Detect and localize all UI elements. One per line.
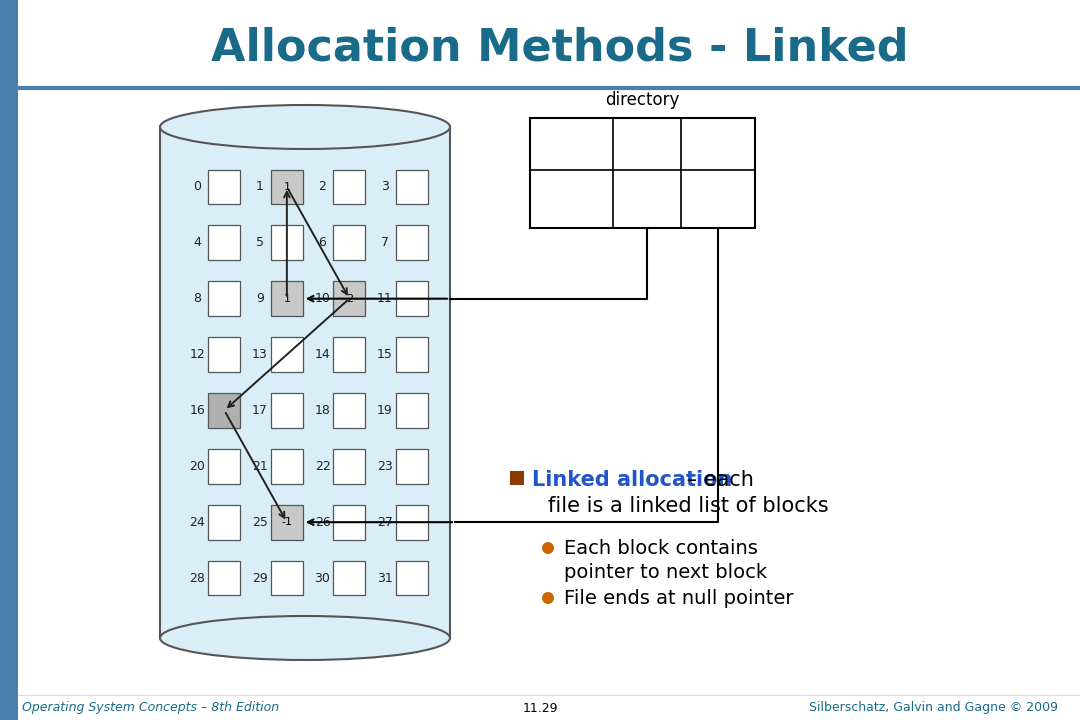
Text: 9: 9 <box>643 192 652 207</box>
Text: 1: 1 <box>283 182 291 192</box>
Text: Allocation Methods - Linked: Allocation Methods - Linked <box>212 27 908 70</box>
Bar <box>208 505 241 539</box>
Bar <box>334 505 365 539</box>
Bar <box>396 393 428 428</box>
Text: Silberschatz, Galvin and Gagne © 2009: Silberschatz, Galvin and Gagne © 2009 <box>809 701 1058 714</box>
Ellipse shape <box>542 592 554 604</box>
Text: 12: 12 <box>190 348 205 361</box>
Bar <box>208 170 241 204</box>
Text: 15: 15 <box>377 348 393 361</box>
Text: 28: 28 <box>190 572 205 585</box>
Text: 0: 0 <box>193 181 202 194</box>
Bar <box>396 337 428 372</box>
Text: 30: 30 <box>314 572 330 585</box>
Bar <box>396 505 428 539</box>
Bar <box>396 170 428 204</box>
Text: 10: 10 <box>314 292 330 305</box>
Text: start: start <box>630 136 665 151</box>
Bar <box>208 282 241 316</box>
Text: 9: 9 <box>256 292 264 305</box>
Bar <box>208 561 241 595</box>
Bar <box>0 0 18 720</box>
Text: end: end <box>703 136 732 151</box>
Bar <box>334 282 365 316</box>
Text: 22: 22 <box>314 460 330 473</box>
Bar <box>334 337 365 372</box>
Text: -1: -1 <box>282 517 293 527</box>
Text: Each block contains: Each block contains <box>564 539 758 557</box>
Ellipse shape <box>160 105 450 149</box>
Text: 16: 16 <box>190 404 205 417</box>
Bar <box>271 561 302 595</box>
Bar <box>271 393 302 428</box>
Text: 23: 23 <box>377 460 393 473</box>
Bar <box>271 449 302 484</box>
Text: 11: 11 <box>377 292 393 305</box>
Bar <box>396 449 428 484</box>
Text: 31: 31 <box>377 572 393 585</box>
Bar <box>208 337 241 372</box>
Bar <box>334 170 365 204</box>
Bar <box>271 282 302 316</box>
Text: 7: 7 <box>381 236 389 249</box>
Text: Linked allocation: Linked allocation <box>532 470 732 490</box>
Text: 6: 6 <box>319 236 326 249</box>
Text: 27: 27 <box>377 516 393 528</box>
Text: 2: 2 <box>346 294 353 304</box>
Text: 1: 1 <box>256 181 264 194</box>
Bar <box>160 127 450 638</box>
Text: 8: 8 <box>193 292 202 305</box>
Text: Operating System Concepts – 8th Edition: Operating System Concepts – 8th Edition <box>22 701 279 714</box>
Text: 24: 24 <box>190 516 205 528</box>
Text: 13: 13 <box>252 348 268 361</box>
Text: 29: 29 <box>252 572 268 585</box>
Text: 19: 19 <box>377 404 393 417</box>
Ellipse shape <box>160 616 450 660</box>
Text: 20: 20 <box>190 460 205 473</box>
Text: 11.29: 11.29 <box>523 701 557 714</box>
Text: directory: directory <box>605 91 679 109</box>
Text: 2: 2 <box>319 181 326 194</box>
Bar <box>334 561 365 595</box>
Text: – each: – each <box>680 470 754 490</box>
Text: 14: 14 <box>314 348 330 361</box>
Bar <box>396 282 428 316</box>
Ellipse shape <box>542 542 554 554</box>
Text: 21: 21 <box>252 460 268 473</box>
Bar <box>530 118 755 228</box>
Bar <box>334 393 365 428</box>
Bar <box>208 225 241 260</box>
Bar <box>396 561 428 595</box>
Text: 17: 17 <box>252 404 268 417</box>
Bar <box>334 449 365 484</box>
Text: file is a linked list of blocks: file is a linked list of blocks <box>548 496 828 516</box>
Text: File ends at null pointer: File ends at null pointer <box>564 588 794 608</box>
Text: pointer to next block: pointer to next block <box>564 562 767 582</box>
Bar <box>271 505 302 539</box>
Text: 26: 26 <box>314 516 330 528</box>
Text: 25: 25 <box>708 192 728 207</box>
Bar <box>396 225 428 260</box>
Bar <box>334 225 365 260</box>
Text: 25: 25 <box>252 516 268 528</box>
Text: jeep: jeep <box>555 192 589 207</box>
Bar <box>271 337 302 372</box>
Text: 1: 1 <box>283 294 291 304</box>
Text: 5: 5 <box>256 236 264 249</box>
Bar <box>510 471 524 485</box>
Text: 18: 18 <box>314 404 330 417</box>
Bar <box>208 393 241 428</box>
Bar <box>271 225 302 260</box>
Bar <box>271 170 302 204</box>
Bar <box>208 449 241 484</box>
Text: 4: 4 <box>193 236 202 249</box>
Text: file: file <box>559 136 583 151</box>
Text: 3: 3 <box>381 181 389 194</box>
